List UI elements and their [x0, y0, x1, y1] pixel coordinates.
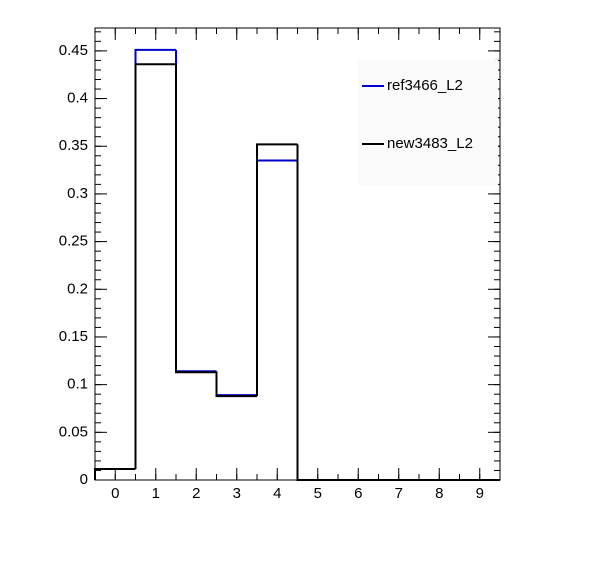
x-tick-label: 3: [233, 485, 241, 502]
y-tick-label: 0.2: [67, 280, 88, 297]
histogram-bin: [134, 63, 176, 470]
y-tick-label: 0.45: [59, 42, 88, 59]
y-tick-label: 0.1: [67, 376, 88, 393]
x-tick-label: 6: [354, 485, 362, 502]
y-tick-label: 0.4: [67, 90, 88, 107]
histogram-bin: [175, 64, 217, 374]
x-tick-label: 4: [273, 485, 281, 502]
histogram-bin: [256, 143, 298, 397]
legend-label: ref3466_L2: [387, 77, 463, 94]
x-tick-label: 9: [476, 485, 484, 502]
histogram-bin: [94, 468, 136, 480]
y-tick-label: 0.15: [59, 328, 88, 345]
histogram-bin: [215, 372, 257, 398]
x-tick-label: 8: [435, 485, 443, 502]
x-tick-label: 7: [395, 485, 403, 502]
y-tick-label: 0.3: [67, 185, 88, 202]
legend-box: [358, 60, 498, 185]
x-tick-label: 1: [152, 485, 160, 502]
x-tick-label: 0: [111, 485, 119, 502]
y-tick-label: 0.35: [59, 137, 88, 154]
y-tick-label: 0.05: [59, 423, 88, 440]
legend-label: new3483_L2: [387, 135, 473, 152]
x-tick-label: 2: [192, 485, 200, 502]
x-tick-label: 5: [314, 485, 322, 502]
histogram-bin: [296, 144, 338, 481]
y-tick-label: 0: [80, 471, 88, 488]
y-tick-label: 0.25: [59, 233, 88, 250]
